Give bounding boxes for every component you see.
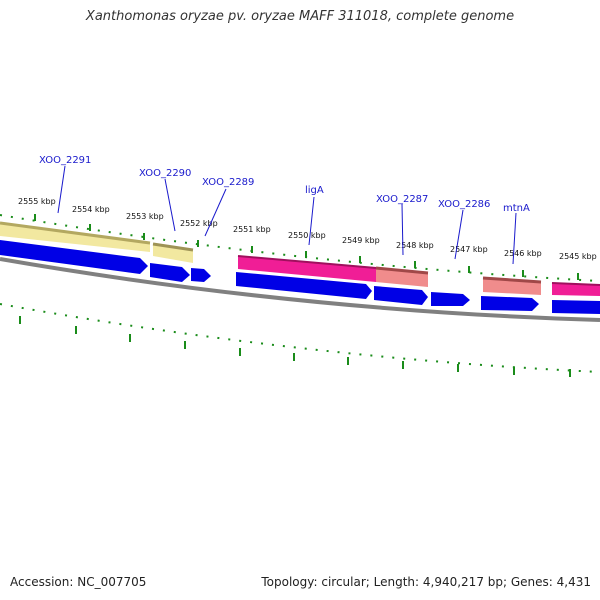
cds-arrow [236,272,372,299]
accession-text: Accession: NC_007705 [10,575,147,589]
feature-block-yellow [0,223,150,252]
kbp-label: 2550 kbp [288,231,326,240]
gene-label-xoo-2287: XOO_2287 [376,194,428,205]
cds-arrow [481,296,539,311]
kbp-label: 2548 kbp [396,241,434,250]
map-title: Xanthomonas oryzae pv. oryzae MAFF 31101… [85,9,515,24]
kbp-label: 2551 kbp [233,225,271,234]
cds-arrow [552,300,600,314]
inner-tick-ring [0,303,600,373]
cds-arrow [0,240,148,274]
kbp-labels: 2555 kbp 2554 kbp 2553 kbp 2552 kbp 2551 kbp… [18,197,597,261]
feature-block-magenta-2 [552,283,600,296]
inner-major-ticks [19,316,571,377]
gene-label-xoo-2286: XOO_2286 [438,199,490,210]
cds-arrow [150,263,190,282]
gene-labels: XOO_2291 XOO_2290 XOO_2289 ligA XOO_2287… [39,155,530,265]
kbp-label: 2554 kbp [72,205,110,214]
major-ticks [34,214,579,280]
genome-backbone [0,257,600,322]
gene-label-xoo-2291: XOO_2291 [39,155,91,166]
kbp-label: 2546 kbp [504,249,542,258]
kbp-label: 2549 kbp [342,236,380,245]
gene-label-xoo-2289: XOO_2289 [202,177,254,188]
kbp-label: 2545 kbp [559,252,597,261]
cds-arrow [191,268,211,282]
cds-arrow [374,286,428,305]
feature-block-magenta [238,256,376,282]
feature-track [0,221,600,296]
kbp-label: 2547 kbp [450,245,488,254]
kbp-label: 2553 kbp [126,212,164,221]
gene-label-xoo-2290: XOO_2290 [139,168,191,179]
gene-label-liga: ligA [305,185,324,196]
genome-summary-text: Topology: circular; Length: 4,940,217 bp… [261,575,591,589]
kbp-label: 2552 kbp [180,219,218,228]
gene-label-mtna: mtnA [503,203,530,214]
cds-arrow [431,292,470,306]
cds-track [0,240,600,314]
kbp-label: 2555 kbp [18,197,56,206]
